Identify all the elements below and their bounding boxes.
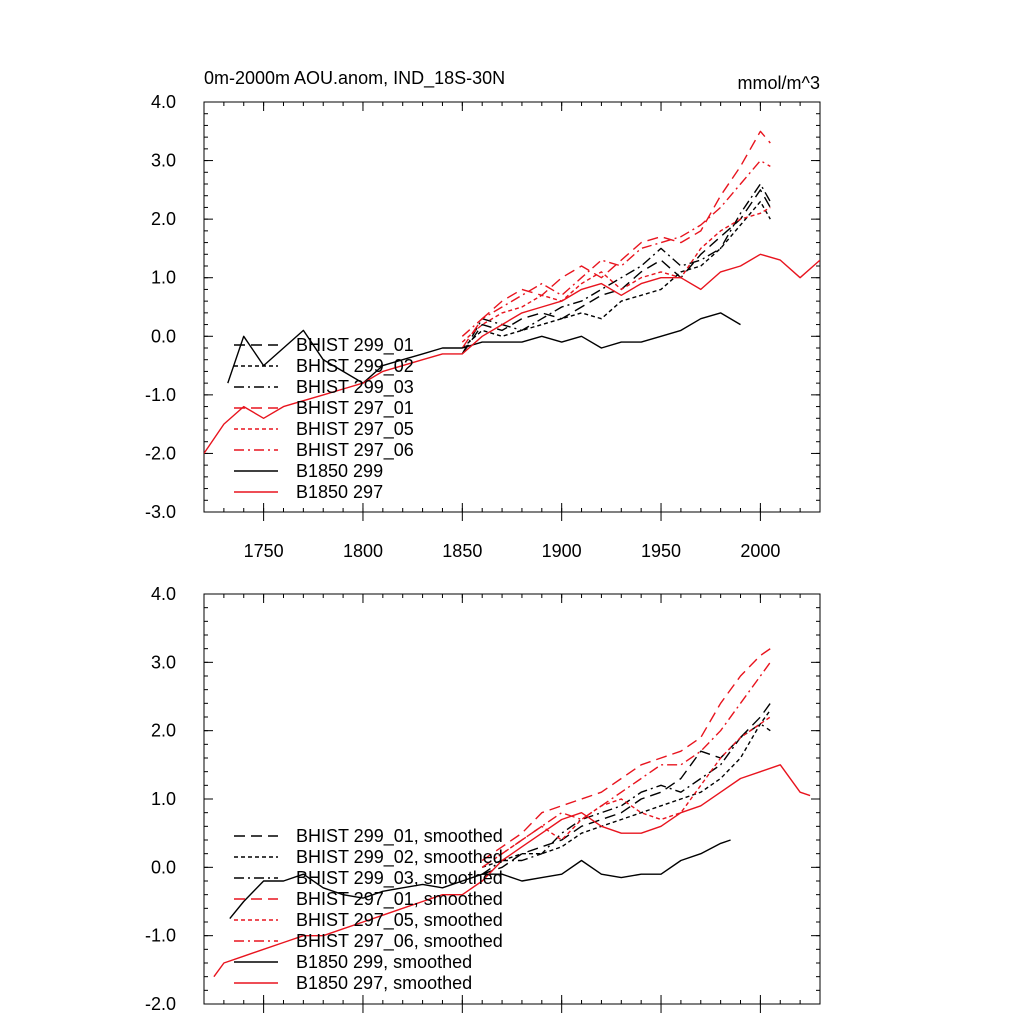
chart-panel-top: 1750 1800 1850 1900 1950 2000 -3.0 -2.0 -1.0 0.0 1… <box>145 92 821 561</box>
y-tick-label: -2.0 <box>145 994 176 1014</box>
y-tick-label: -1.0 <box>145 385 176 405</box>
x-tick-label: 1950 <box>641 541 681 561</box>
legend-label: BHIST 297_06 <box>296 440 414 461</box>
units-label: mmol/m^3 <box>738 73 820 93</box>
y-tick-label: 2.0 <box>151 209 176 229</box>
x-tick-label: 1750 <box>244 541 284 561</box>
y-tick-label: 1.0 <box>151 789 176 809</box>
legend-label: B1850 297 <box>296 482 383 502</box>
y-tick-label: 3.0 <box>151 652 176 672</box>
series-lines <box>204 130 820 454</box>
series-line-bhist-297-05 <box>461 206 771 343</box>
legend-label: BHIST 299_03, smoothed <box>296 868 503 889</box>
y-tick-label: 1.0 <box>151 268 176 288</box>
series-lines <box>213 648 811 978</box>
series-line-bhist-299-03 <box>461 183 771 355</box>
series-line-bhist-297-06-smoothed <box>481 661 771 868</box>
series-line-bhist-297-06 <box>461 159 771 337</box>
legend-label: BHIST 297_05 <box>296 419 414 440</box>
y-tick-label: 3.0 <box>151 151 176 171</box>
legend-label: B1850 299, smoothed <box>296 952 472 972</box>
legend-label: B1850 299 <box>296 461 383 481</box>
x-tick-label: 1800 <box>343 541 383 561</box>
series-line-b1850-299 <box>227 312 741 384</box>
y-tick-label: 4.0 <box>151 92 176 112</box>
series-line-b1850-297 <box>204 253 820 454</box>
legend-label: BHIST 297_01 <box>296 398 414 419</box>
legend-label: BHIST 297_06, smoothed <box>296 931 503 952</box>
series-line-bhist-297-01 <box>461 130 771 349</box>
series-line-bhist-297-01-smoothed <box>481 648 771 862</box>
y-tick-label: 4.0 <box>151 584 176 604</box>
y-tick-label: -1.0 <box>145 926 176 946</box>
series-line-bhist-299-03-smoothed <box>481 723 771 875</box>
series-line-bhist-299-01-smoothed <box>481 702 771 875</box>
plot-frame <box>203 101 821 513</box>
series-line-bhist-299-02-smoothed <box>481 709 771 868</box>
series-line-bhist-299-01 <box>461 189 771 355</box>
panel-title: 0m-2000m AOU.anom, IND_18S-30N <box>204 68 505 89</box>
series-line-b1850-297-smoothed <box>213 764 811 978</box>
x-tick-label: 1900 <box>542 541 582 561</box>
legend-label: BHIST 299_01, smoothed <box>296 826 503 847</box>
y-tick-label: 0.0 <box>151 857 176 877</box>
y-tick-label: -3.0 <box>145 502 176 522</box>
x-tick-label: 1850 <box>442 541 482 561</box>
legend-label: BHIST 297_01, smoothed <box>296 889 503 910</box>
series-line-b1850-299-smoothed <box>229 839 731 920</box>
legend-label: BHIST 299_02 <box>296 356 414 377</box>
y-tick-label: -2.0 <box>145 443 176 463</box>
legend-label: BHIST 299_02, smoothed <box>296 847 503 868</box>
series-line-bhist-297-05-smoothed <box>481 716 771 868</box>
legend-label: BHIST 297_05, smoothed <box>296 910 503 931</box>
legend-label: B1850 297, smoothed <box>296 973 472 993</box>
legend-label: BHIST 299_01 <box>296 335 414 356</box>
series-line-bhist-299-02 <box>461 200 771 349</box>
legend-label: BHIST 299_03 <box>296 377 414 398</box>
y-tick-label: 2.0 <box>151 721 176 741</box>
chart-panel-bottom: -2.0 -1.0 0.0 1.0 2.0 3.0 4.0 BHIST 299_01, smo… <box>145 584 821 1014</box>
x-tick-label: 2000 <box>740 541 780 561</box>
y-tick-label: 0.0 <box>151 326 176 346</box>
